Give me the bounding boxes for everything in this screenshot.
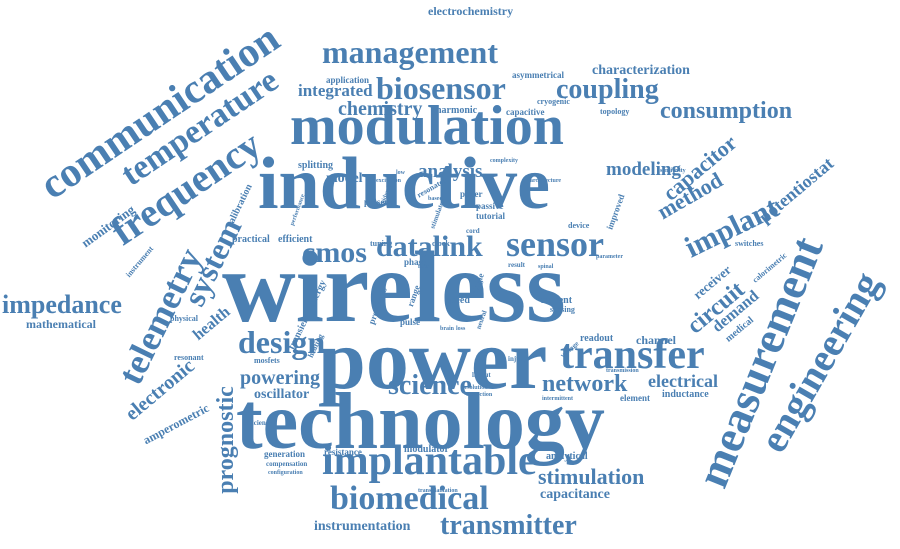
word-current: current xyxy=(540,295,573,306)
word-generation: generation xyxy=(264,449,305,459)
word-model: model xyxy=(326,171,363,186)
word-physical: physical xyxy=(170,314,199,323)
word-parameter: parameter xyxy=(596,254,623,260)
word-loss: loss xyxy=(456,326,466,332)
word-technology: technology xyxy=(236,378,605,466)
word-design: design xyxy=(238,324,326,360)
word-electrochemistry: electrochemistry xyxy=(428,4,514,18)
word-present: present xyxy=(364,197,393,207)
word-complexity: complexity xyxy=(490,158,518,164)
word-potentiostat: potentiostat xyxy=(754,153,838,227)
word-wireless: wireless xyxy=(222,231,566,344)
word-datalink: datalink xyxy=(376,230,483,263)
word-switches: switches xyxy=(735,239,764,248)
word-electrical: electrical xyxy=(648,371,718,391)
word-impedance: impedance xyxy=(2,290,122,319)
word-practical: practical xyxy=(232,234,270,245)
word-passive: passive xyxy=(476,201,504,211)
word-paper: paper xyxy=(460,189,483,199)
word-brain: brain xyxy=(440,326,455,332)
word-stimulation: stimulation xyxy=(538,464,645,489)
word-improved: improved xyxy=(604,192,627,231)
word-spinal: spinal xyxy=(538,264,554,270)
word-characterization: characterization xyxy=(592,63,690,78)
word-tuning: tuning xyxy=(370,239,393,248)
word-power: power xyxy=(318,311,548,407)
word-instrumentation: instrumentation xyxy=(314,519,411,534)
word-science: science xyxy=(388,370,472,401)
word-network: network xyxy=(542,371,628,397)
word-layout: layout xyxy=(472,371,491,379)
word-flow: flow xyxy=(418,264,429,270)
word-biosensor: biosensor xyxy=(376,70,506,106)
word-capacitive: capacitive xyxy=(506,107,545,117)
word-element: element xyxy=(620,393,650,403)
word-device: device xyxy=(568,221,590,230)
word-calibration: calibration xyxy=(224,182,255,230)
word-topology: topology xyxy=(600,107,630,116)
word-speed: speed xyxy=(446,295,470,306)
word-analysis: analysis xyxy=(418,161,483,182)
word-integrated: integrated xyxy=(298,81,373,100)
word-architecture: architecture xyxy=(530,178,562,184)
word-modeling: modeling xyxy=(606,159,681,180)
word-cmos: cmos xyxy=(302,236,367,269)
word-excitation: excitation xyxy=(376,178,401,184)
word-management: management xyxy=(322,34,498,70)
word-efficiency: efficiency xyxy=(244,419,273,427)
word-mosfets: mosfets xyxy=(254,356,280,365)
word-efficient: efficient xyxy=(278,234,313,245)
word-low: low xyxy=(396,170,405,176)
word-asymmetrical: asymmetrical xyxy=(512,70,564,80)
word-sensing: sensing xyxy=(550,305,575,314)
word-powering: powering xyxy=(240,367,320,389)
word-result: result xyxy=(508,261,525,269)
word-resonant: resonant xyxy=(174,353,204,362)
word-channel: channel xyxy=(636,333,677,347)
word-transplantation: transplantation xyxy=(418,488,458,494)
word-application: application xyxy=(326,75,370,85)
word-consumption: consumption xyxy=(660,98,793,124)
word-sensor: sensor xyxy=(506,224,604,264)
word-analytical: analytical xyxy=(546,451,588,462)
word-inductance: inductance xyxy=(662,389,709,400)
word-capacitance: capacitance xyxy=(540,487,610,502)
word-chemistry: chemistry xyxy=(338,98,423,120)
word-based: based xyxy=(428,196,443,202)
word-mathematical: mathematical xyxy=(26,317,96,331)
word-inductive: inductive xyxy=(258,143,550,225)
word-resistance: resistance xyxy=(324,447,362,457)
word-biomedical: biomedical xyxy=(330,480,489,517)
word-phase: phase xyxy=(404,257,427,267)
word-clock: clock xyxy=(432,239,450,248)
word-configuration: configuration xyxy=(268,470,303,476)
word-cord: cord xyxy=(466,227,480,235)
word-transfer: transfer xyxy=(560,332,705,378)
word-resolution: resolution xyxy=(462,385,488,391)
word-pulse: pulse xyxy=(400,317,421,327)
word-implantable: implantable xyxy=(322,438,537,484)
word-correction: correction xyxy=(466,392,493,398)
word-compensation: compensation xyxy=(266,460,308,468)
word-oscillator: oscillator xyxy=(254,387,310,402)
word-intermittent: intermittent xyxy=(542,396,573,402)
word-injury: injury xyxy=(508,355,527,363)
word-modulator: modulator xyxy=(404,444,449,455)
word-tutorial: tutorial xyxy=(476,211,505,221)
word-readout: readout xyxy=(580,333,614,344)
word-coupling: coupling xyxy=(556,74,659,105)
word-modulation: modulation xyxy=(290,95,564,157)
word-prognostic: prognostic xyxy=(213,386,239,494)
word-transmission: transmission xyxy=(606,368,639,374)
word-harmonic: harmonic xyxy=(436,105,478,116)
word-cryogenic: cryogenic xyxy=(537,97,570,106)
word-splitting: splitting xyxy=(298,160,334,171)
word-sensitivity: sensitivity xyxy=(660,168,686,174)
word-transmitter: transmitter xyxy=(440,510,577,541)
